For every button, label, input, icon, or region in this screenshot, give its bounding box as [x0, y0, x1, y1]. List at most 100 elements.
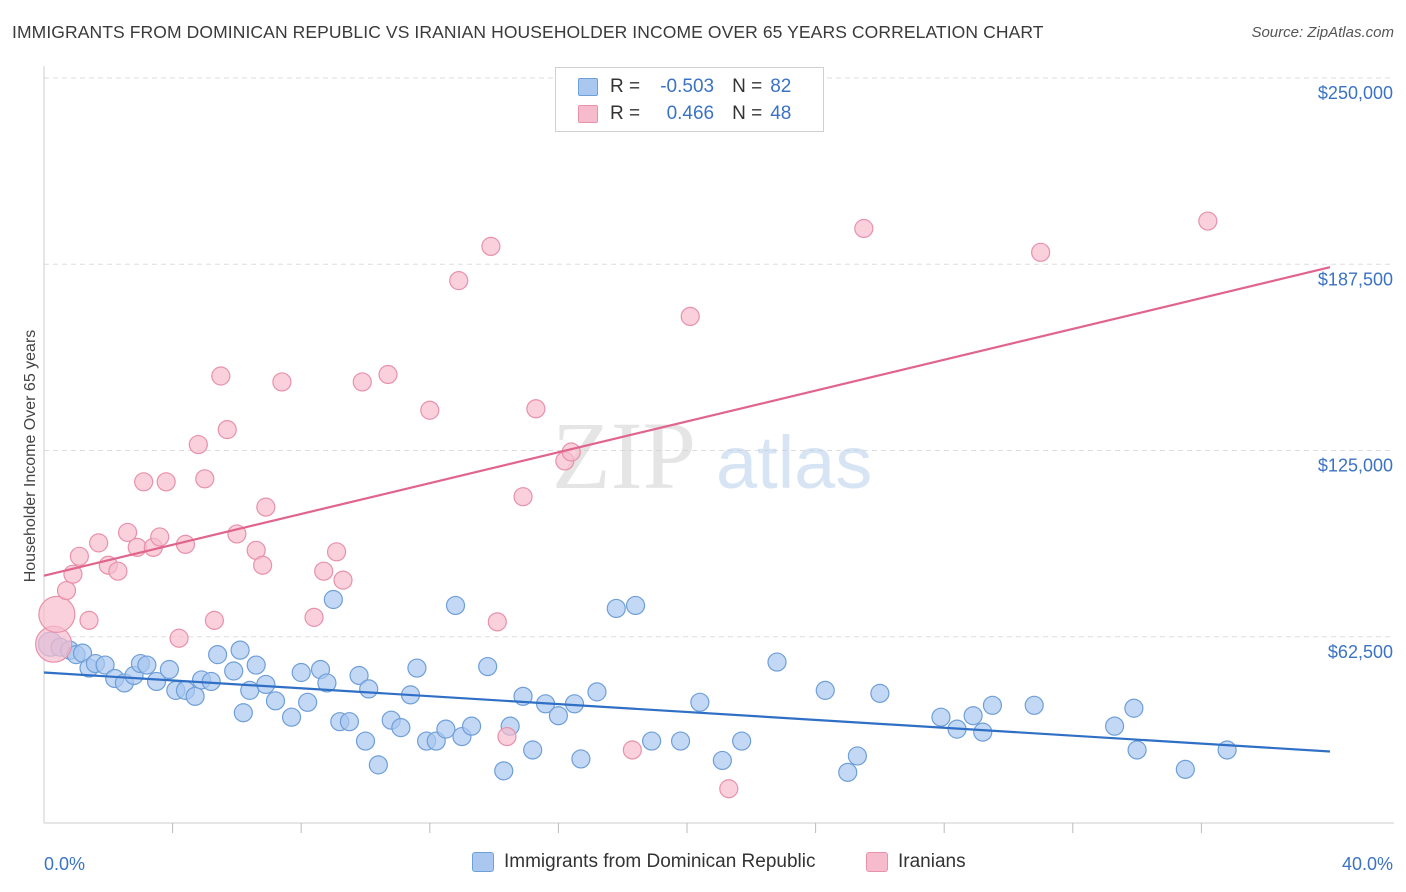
iranian-point	[69, 546, 89, 566]
iranian-point	[211, 366, 231, 386]
iranian-point	[56, 580, 77, 601]
iranian-point	[719, 779, 739, 799]
iranian-point	[680, 306, 700, 326]
iranian-point	[217, 420, 237, 440]
legend-row-dominican: R = -0.503 N = 82	[578, 74, 791, 100]
dominican-point	[298, 692, 318, 712]
dominican-point	[185, 686, 205, 706]
dominican-point	[359, 679, 379, 699]
axes	[43, 66, 1394, 824]
x-tick-label: 0.0%	[44, 854, 85, 874]
iranian-point	[204, 610, 224, 630]
legend-item-dominican[interactable]: Immigrants from Dominican Republic	[472, 851, 816, 873]
dominican-point	[256, 674, 276, 695]
dominican-point	[606, 598, 626, 619]
iranian-point	[117, 522, 138, 543]
iranian-point	[1031, 242, 1051, 262]
dominican-point	[233, 703, 253, 723]
legend-r-label: R =	[610, 76, 641, 97]
trendline-iranian	[43, 266, 1331, 577]
legend-swatch-blue	[472, 852, 494, 872]
x-ticks: 0.0% 40.0%	[44, 823, 1393, 874]
watermark: ZIP atlas	[552, 402, 872, 509]
legend-swatch-pink	[866, 852, 888, 872]
legend-r-value: -0.503	[660, 76, 715, 97]
y-axis-label: Householder Income Over 65 years	[22, 330, 39, 583]
dominican-point	[146, 671, 167, 692]
iranian-point	[156, 472, 176, 492]
dominican-point	[368, 755, 388, 775]
y-ticks: $62,500 $125,000 $187,500 $250,000	[1318, 83, 1393, 662]
iranian-point	[526, 399, 546, 419]
dominican-point	[1175, 759, 1195, 779]
iranian-point	[134, 472, 154, 492]
trendline-dominican	[43, 671, 1331, 753]
legend-swatch-pink	[578, 105, 598, 123]
dominican-point	[478, 656, 498, 677]
dominican-point	[349, 665, 369, 686]
dominican-point	[461, 716, 482, 736]
iranian-point	[1198, 211, 1218, 231]
legend-item-iranian[interactable]: Iranians	[866, 851, 966, 873]
legend-label-iranian: Iranians	[898, 851, 966, 872]
dominican-point	[642, 731, 662, 751]
y-tick-label: $125,000	[1318, 456, 1393, 476]
dominican-point	[1104, 716, 1125, 736]
dominican-point	[523, 740, 543, 760]
dominican-point	[445, 595, 466, 616]
y-tick-label: $187,500	[1318, 269, 1393, 289]
dominican-point	[494, 761, 514, 781]
y-tick-label: $62,500	[1328, 642, 1393, 662]
dominican-point	[137, 655, 157, 675]
dominican-point	[1024, 695, 1044, 715]
dominican-point	[767, 652, 787, 672]
dominican-point	[391, 718, 411, 738]
iranian-point	[487, 612, 507, 632]
dominican-point	[224, 661, 244, 681]
dominican-point	[690, 692, 710, 712]
iranian-point	[314, 561, 334, 581]
y-tick-label: $250,000	[1318, 83, 1393, 103]
iranian-point	[513, 487, 533, 507]
legend-label-dominican: Immigrants from Dominican Republic	[504, 851, 816, 872]
dominican-point	[732, 731, 752, 751]
iranian-point	[272, 372, 292, 392]
dominican-point	[670, 731, 691, 751]
dominican-point	[982, 695, 1003, 715]
dominican-point	[265, 691, 286, 711]
dominican-point	[1124, 698, 1144, 718]
dominican-point	[625, 595, 646, 616]
iranian-point	[854, 218, 874, 239]
iranian-point	[150, 527, 170, 547]
iranian-point	[352, 372, 372, 392]
dominican-point	[973, 722, 993, 742]
dominican-point	[1127, 740, 1147, 760]
iranian-point	[326, 542, 347, 562]
legend-n-label: N =	[732, 103, 763, 124]
legend-n-value: 48	[770, 103, 792, 124]
dominican-point	[931, 707, 951, 727]
iranian-point	[195, 469, 215, 489]
iranian-point	[108, 561, 128, 581]
iranian-point	[420, 400, 440, 420]
legend-swatch-blue	[578, 78, 598, 96]
stats-legend: R = -0.503 N = 82 R = 0.466 N = 48	[555, 67, 824, 132]
dominican-point	[230, 640, 250, 660]
iranian-point	[561, 442, 581, 462]
iranian-point	[481, 236, 501, 256]
dominican-point	[281, 707, 302, 727]
series-dominican-points	[37, 589, 1237, 782]
source-label[interactable]: Source: ZipAtlas.com	[1251, 24, 1394, 41]
iranian-point	[333, 570, 353, 590]
iranian-point	[253, 555, 273, 575]
dominican-point	[291, 662, 311, 683]
iranian-point	[38, 595, 76, 634]
dominican-point	[208, 645, 228, 665]
legend-r-label: R =	[610, 103, 641, 124]
dominican-point	[587, 682, 607, 702]
dominican-point	[159, 659, 179, 680]
dominican-point	[571, 749, 591, 769]
dominican-point	[317, 673, 337, 693]
x-tick-label: 40.0%	[1342, 854, 1393, 874]
